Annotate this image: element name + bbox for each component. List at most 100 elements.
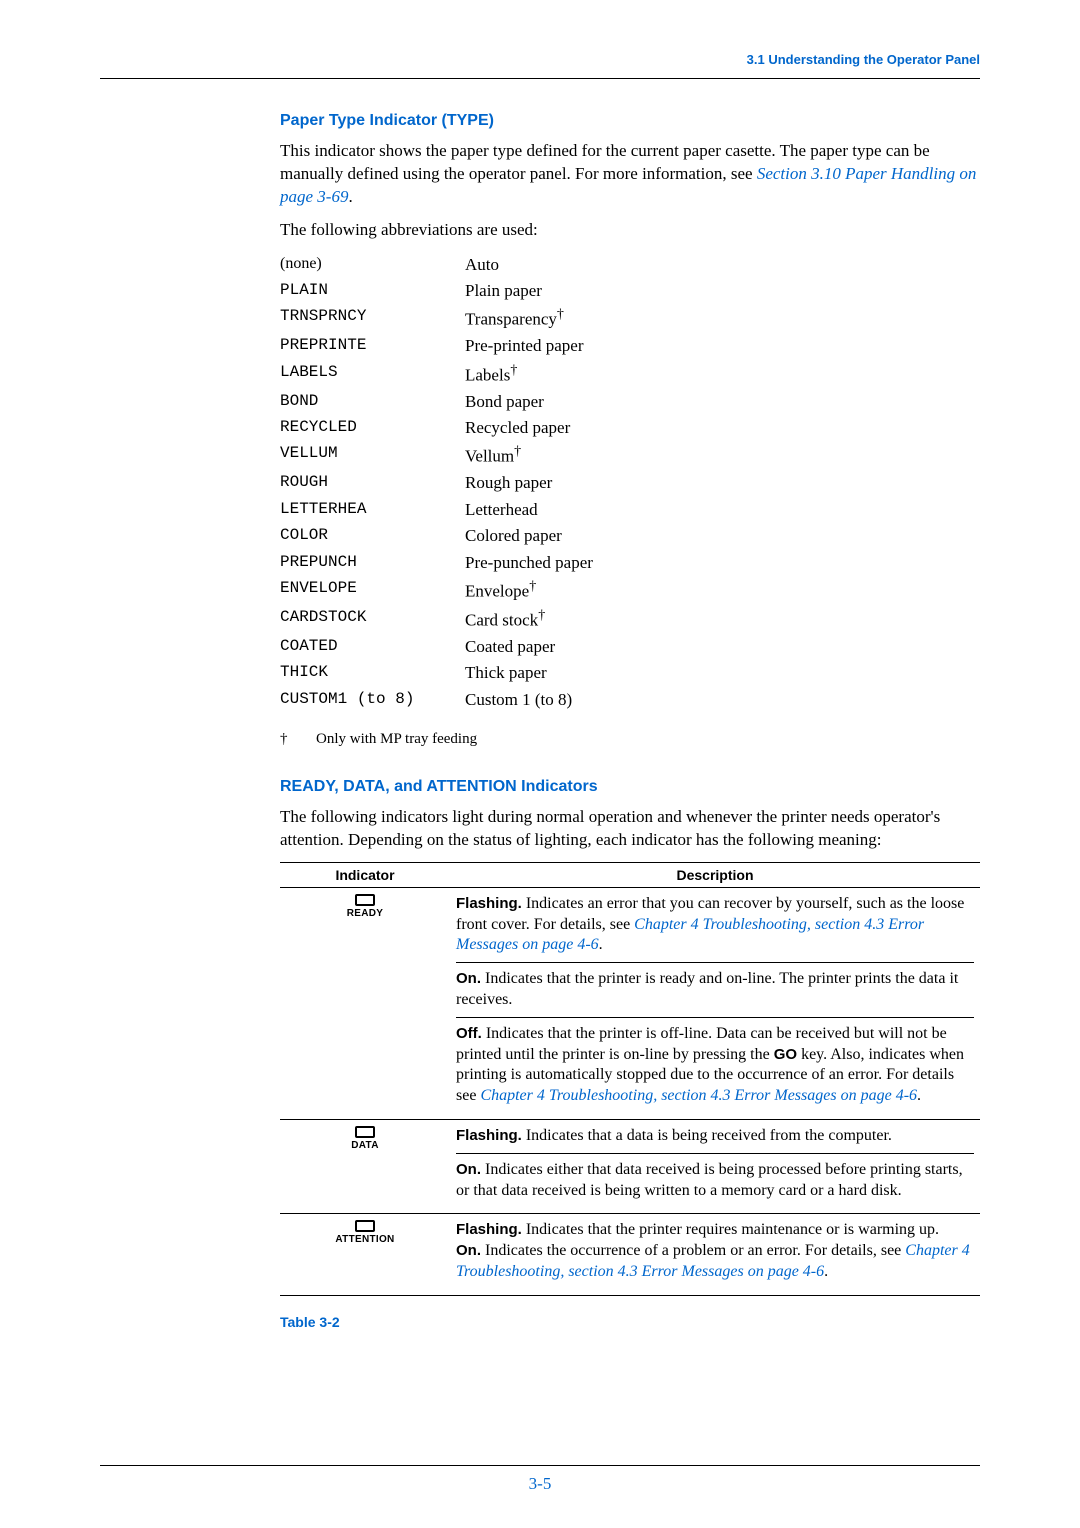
description-line: Flashing. Indicates that a data is being… bbox=[456, 1126, 974, 1147]
indicator-label: ATTENTION bbox=[335, 1234, 394, 1245]
description-line: Flashing. Indicates that the printer req… bbox=[456, 1220, 974, 1241]
footnote: †Only with MP tray feeding bbox=[280, 731, 980, 748]
abbrev-code: PREPUNCH bbox=[280, 550, 465, 576]
section1-p1b: . bbox=[348, 187, 352, 206]
abbrev-row: THICKThick paper bbox=[280, 660, 980, 686]
dagger-icon: † bbox=[529, 579, 536, 594]
abbrev-code: BOND bbox=[280, 389, 465, 415]
dagger-icon: † bbox=[510, 363, 517, 378]
abbrev-row: TRNSPRNCYTransparency† bbox=[280, 304, 980, 333]
abbrev-row: LETTERHEALetterhead bbox=[280, 497, 980, 523]
abbrev-desc: Rough paper bbox=[465, 470, 980, 496]
abbrev-code: ROUGH bbox=[280, 470, 465, 496]
indicator-label: DATA bbox=[351, 1140, 379, 1151]
abbrev-code: PLAIN bbox=[280, 278, 465, 304]
abbrev-code: COATED bbox=[280, 634, 465, 660]
page-content: Paper Type Indicator (TYPE) This indicat… bbox=[0, 0, 1080, 1370]
table-row: READY Flashing. Indicates an error that y… bbox=[280, 887, 980, 1119]
abbrev-desc: Coated paper bbox=[465, 634, 980, 660]
abbrev-code: ENVELOPE bbox=[280, 576, 465, 605]
abbrev-desc: Vellum† bbox=[465, 441, 980, 470]
description-line: Off. Indicates that the printer is off-l… bbox=[456, 1024, 974, 1107]
abbrev-row: RECYCLEDRecycled paper bbox=[280, 415, 980, 441]
description-line: On. Indicates the occurrence of a proble… bbox=[456, 1241, 974, 1283]
abbrev-row: COATEDCoated paper bbox=[280, 634, 980, 660]
abbrev-code: LABELS bbox=[280, 360, 465, 389]
th-indicator: Indicator bbox=[280, 862, 450, 887]
abbrev-row: PLAINPlain paper bbox=[280, 278, 980, 304]
abbrev-row: ROUGHRough paper bbox=[280, 470, 980, 496]
indicator-label: READY bbox=[347, 908, 384, 919]
abbrev-code: LETTERHEA bbox=[280, 497, 465, 523]
abbrev-desc: Pre-printed paper bbox=[465, 333, 980, 359]
abbrev-code: RECYCLED bbox=[280, 415, 465, 441]
indicator-cell: DATA bbox=[280, 1119, 450, 1213]
abbrev-row: BONDBond paper bbox=[280, 389, 980, 415]
section1-p2: The following abbreviations are used: bbox=[280, 219, 980, 242]
abbrev-row: PREPUNCHPre-punched paper bbox=[280, 550, 980, 576]
abbrev-table: (none)AutoPLAINPlain paperTRNSPRNCYTrans… bbox=[280, 252, 980, 713]
abbrev-desc: Card stock† bbox=[465, 605, 980, 634]
abbrev-desc: Labels† bbox=[465, 360, 980, 389]
footnote-text: Only with MP tray feeding bbox=[316, 731, 477, 747]
indicator-icon bbox=[355, 894, 375, 906]
indicator-cell: READY bbox=[280, 887, 450, 1119]
abbrev-desc: Pre-punched paper bbox=[465, 550, 980, 576]
cross-ref-link[interactable]: Chapter 4 Troubleshooting, section 4.3 E… bbox=[480, 1087, 917, 1104]
abbrev-row: COLORColored paper bbox=[280, 523, 980, 549]
abbrev-row: ENVELOPEEnvelope† bbox=[280, 576, 980, 605]
cross-ref-link[interactable]: Chapter 4 Troubleshooting, section 4.3 E… bbox=[456, 916, 924, 954]
section2-p1: The following indicators light during no… bbox=[280, 806, 980, 852]
abbrev-code: PREPRINTE bbox=[280, 333, 465, 359]
abbrev-desc: Auto bbox=[465, 252, 980, 278]
abbrev-row: LABELSLabels† bbox=[280, 360, 980, 389]
abbrev-row: PREPRINTEPre-printed paper bbox=[280, 333, 980, 359]
description-line: On. Indicates either that data received … bbox=[456, 1160, 974, 1202]
indicator-table: Indicator Description READY Flashing. Ind… bbox=[280, 862, 980, 1296]
abbrev-row: CARDSTOCKCard stock† bbox=[280, 605, 980, 634]
abbrev-desc: Transparency† bbox=[465, 304, 980, 333]
top-rule bbox=[100, 78, 980, 79]
abbrev-desc: Recycled paper bbox=[465, 415, 980, 441]
abbrev-desc: Custom 1 (to 8) bbox=[465, 687, 980, 713]
table-row: ATTENTION Flashing. Indicates that the pr… bbox=[280, 1214, 980, 1295]
description-line: Flashing. Indicates an error that you ca… bbox=[456, 894, 974, 956]
table-row: DATA Flashing. Indicates that a data is b… bbox=[280, 1119, 980, 1213]
description-line: On. Indicates that the printer is ready … bbox=[456, 969, 974, 1011]
dagger-icon: † bbox=[538, 608, 545, 623]
page-number: 3-5 bbox=[0, 1474, 1080, 1494]
section1-p1: This indicator shows the paper type defi… bbox=[280, 140, 980, 209]
footnote-mark: † bbox=[280, 731, 316, 748]
indicator-cell: ATTENTION bbox=[280, 1214, 450, 1295]
abbrev-code: TRNSPRNCY bbox=[280, 304, 465, 333]
section2-title: READY, DATA, and ATTENTION Indicators bbox=[280, 778, 980, 796]
th-description: Description bbox=[450, 862, 980, 887]
abbrev-code: (none) bbox=[280, 252, 465, 278]
indicator-icon bbox=[355, 1126, 375, 1138]
abbrev-code: VELLUM bbox=[280, 441, 465, 470]
description-cell: Flashing. Indicates an error that you ca… bbox=[450, 887, 980, 1119]
abbrev-desc: Plain paper bbox=[465, 278, 980, 304]
abbrev-row: CUSTOM1 (to 8)Custom 1 (to 8) bbox=[280, 687, 980, 713]
bottom-rule bbox=[100, 1465, 980, 1466]
abbrev-code: CUSTOM1 (to 8) bbox=[280, 687, 465, 713]
dagger-icon: † bbox=[514, 444, 521, 459]
abbrev-desc: Envelope† bbox=[465, 576, 980, 605]
description-cell: Flashing. Indicates that a data is being… bbox=[450, 1119, 980, 1213]
cross-ref-link[interactable]: Chapter 4 Troubleshooting, section 4.3 E… bbox=[456, 1242, 970, 1280]
abbrev-desc: Letterhead bbox=[465, 497, 980, 523]
abbrev-desc: Bond paper bbox=[465, 389, 980, 415]
abbrev-desc: Colored paper bbox=[465, 523, 980, 549]
abbrev-code: THICK bbox=[280, 660, 465, 686]
table-caption: Table 3-2 bbox=[280, 1314, 980, 1330]
abbrev-code: CARDSTOCK bbox=[280, 605, 465, 634]
dagger-icon: † bbox=[557, 307, 564, 322]
description-cell: Flashing. Indicates that the printer req… bbox=[450, 1214, 980, 1295]
indicator-icon bbox=[355, 1220, 375, 1232]
abbrev-code: COLOR bbox=[280, 523, 465, 549]
abbrev-desc: Thick paper bbox=[465, 660, 980, 686]
running-head: 3.1 Understanding the Operator Panel bbox=[747, 52, 980, 67]
abbrev-row: VELLUMVellum† bbox=[280, 441, 980, 470]
abbrev-row: (none)Auto bbox=[280, 252, 980, 278]
section1-title: Paper Type Indicator (TYPE) bbox=[280, 112, 980, 130]
